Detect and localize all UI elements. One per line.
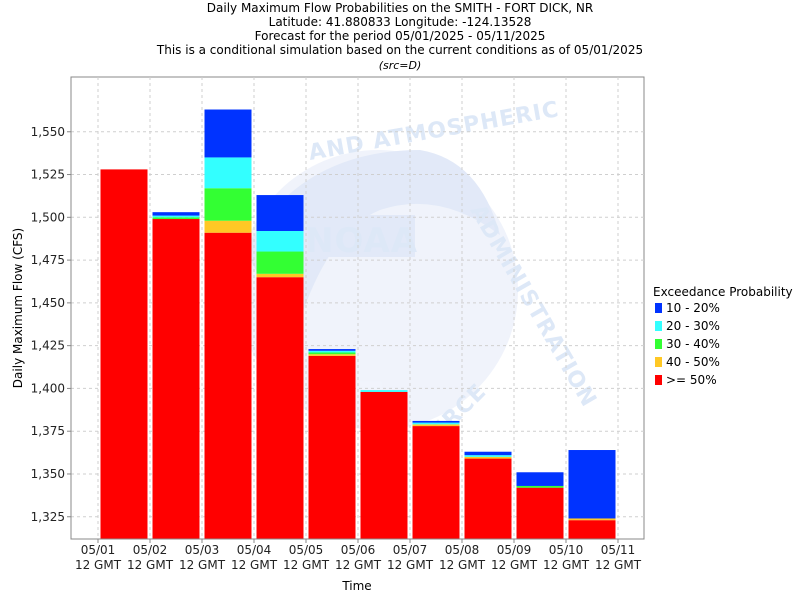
x-tick-date: 05/04 (237, 543, 272, 557)
svg-text:NOAA: NOAA (305, 221, 418, 261)
legend-entry-label: 40 - 50% (666, 355, 720, 369)
x-tick-date: 05/05 (289, 543, 324, 557)
x-tick-date: 05/08 (445, 543, 480, 557)
legend-entry-label: 20 - 30% (666, 319, 720, 333)
y-axis-label: Daily Maximum Flow (CFS) (11, 228, 25, 388)
x-tick-date: 05/03 (185, 543, 220, 557)
y-tick-label: 1,450 (31, 296, 65, 310)
y-tick-label: 1,375 (31, 424, 65, 438)
y-tick-label: 1,500 (31, 210, 65, 224)
bar-segment (516, 487, 564, 539)
bars (100, 109, 616, 539)
bar-segment (464, 456, 512, 459)
bar-segment (464, 451, 512, 456)
chart-title: Daily Maximum Flow Probabilities on the … (156, 1, 643, 72)
x-tick-time: 12 GMT (387, 558, 434, 572)
y-tick-label: 1,325 (31, 510, 65, 524)
x-tick-time: 12 GMT (543, 558, 590, 572)
legend: Exceedance Probability 10 - 20% 20 - 30% 3… (653, 285, 793, 387)
x-tick-date: 05/01 (81, 543, 116, 557)
bar-segment (256, 231, 304, 252)
x-tick-time: 12 GMT (127, 558, 174, 572)
x-tick-time: 12 GMT (283, 558, 330, 572)
bar-segment (412, 424, 460, 427)
title-line-3: Forecast for the period 05/01/2025 - 05/… (255, 29, 546, 43)
bar-segment (568, 520, 616, 539)
bar-segment (568, 450, 616, 519)
source-subtitle: (src=D) (379, 59, 422, 72)
x-tick-time: 12 GMT (439, 558, 486, 572)
x-tick-date: 05/07 (393, 543, 428, 557)
bar-segment (308, 355, 356, 539)
legend-swatch (655, 321, 662, 331)
bar-segment (152, 219, 200, 539)
bar-segment (568, 518, 616, 521)
x-tick-time: 12 GMT (179, 558, 226, 572)
bar-segment (308, 350, 356, 353)
legend-swatch (655, 357, 662, 367)
bar-segment (464, 458, 512, 539)
bar-segment (152, 217, 200, 220)
x-tick-time: 12 GMT (335, 558, 382, 572)
bar-segment (256, 251, 304, 274)
bar-segment (516, 485, 564, 488)
bar-segment (464, 455, 512, 457)
bar-segment (308, 349, 356, 351)
y-tick-label: 1,350 (31, 467, 65, 481)
bar-segment (152, 212, 200, 216)
x-axis-label: Time (341, 579, 371, 593)
bar-segment (204, 188, 252, 221)
x-tick-date: 05/11 (601, 543, 636, 557)
bar-segment (152, 215, 200, 218)
bar-segment (204, 157, 252, 189)
title-line-1: Daily Maximum Flow Probabilities on the … (207, 1, 593, 15)
legend-title: Exceedance Probability (653, 285, 793, 299)
y-tick-label: 1,400 (31, 381, 65, 395)
bar-segment (308, 352, 356, 355)
bar-segment (516, 472, 564, 486)
x-tick-time: 12 GMT (75, 558, 122, 572)
y-ticks: 1,325 1,350 1,375 1,400 1,425 1,450 1,475 1,500… (31, 125, 71, 524)
bar-segment (204, 232, 252, 539)
y-tick-label: 1,475 (31, 253, 65, 267)
x-tick-date: 05/02 (133, 543, 168, 557)
legend-entry-label: 30 - 40% (666, 337, 720, 351)
x-tick-time: 12 GMT (231, 558, 278, 572)
y-tick-label: 1,425 (31, 339, 65, 353)
bar-segment (204, 220, 252, 233)
x-tick-time: 12 GMT (491, 558, 538, 572)
x-tick-time: 12 GMT (595, 558, 642, 572)
x-tick-date: 05/09 (497, 543, 532, 557)
bar-segment (412, 426, 460, 539)
bar-segment (360, 390, 408, 392)
bar-segment (100, 169, 148, 539)
x-tick-date: 05/10 (549, 543, 584, 557)
gridlines (71, 77, 644, 539)
legend-swatch (655, 303, 662, 313)
bar-segment (308, 354, 356, 356)
bar-segment (412, 422, 460, 425)
bar-segment (256, 273, 304, 278)
title-line-2: Latitude: 41.880833 Longitude: -124.1352… (269, 15, 532, 29)
bar-segment (204, 109, 252, 158)
bar-segment (256, 277, 304, 539)
bar-segment (256, 195, 304, 231)
legend-swatch (655, 339, 662, 349)
bar-segment (412, 420, 460, 423)
bar-segment (360, 391, 408, 539)
legend-entry-label: 10 - 20% (666, 301, 720, 315)
title-line-4: This is a conditional simulation based o… (156, 43, 643, 57)
legend-entry-label: >= 50% (666, 373, 717, 387)
legend-swatch (655, 375, 662, 385)
y-tick-label: 1,525 (31, 168, 65, 182)
y-tick-label: 1,550 (31, 125, 65, 139)
x-tick-date: 05/06 (341, 543, 376, 557)
